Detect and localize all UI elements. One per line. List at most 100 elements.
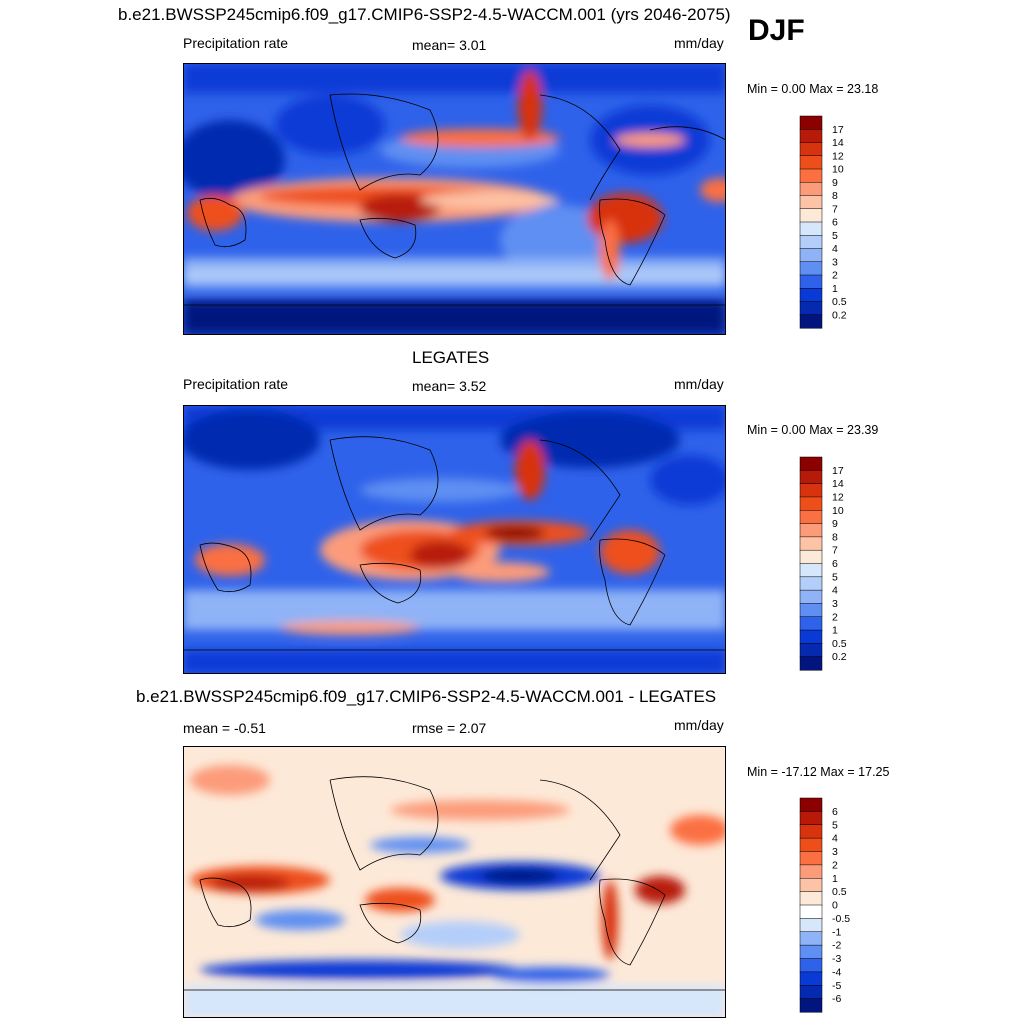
colorbar-swatch bbox=[799, 891, 823, 906]
colorbar-tick-label: -5 bbox=[832, 980, 841, 992]
colorbar-swatch bbox=[799, 536, 823, 551]
panel3-mean-label: mean = -0.51 bbox=[183, 720, 266, 736]
panel1-map bbox=[183, 63, 726, 335]
colorbar-swatch bbox=[799, 797, 823, 812]
colorbar-swatch bbox=[799, 616, 823, 631]
colorbar-tick-label: -2 bbox=[832, 940, 841, 952]
colorbar-tick-label: 6 bbox=[832, 558, 838, 570]
colorbar-tick-label: 4 bbox=[832, 243, 838, 255]
colorbar-swatch bbox=[799, 589, 823, 604]
colorbar-swatch bbox=[799, 301, 823, 316]
colorbar-swatch bbox=[799, 129, 823, 144]
colorbar-swatch bbox=[799, 142, 823, 157]
colorbar-swatch bbox=[799, 851, 823, 866]
colorbar-swatch bbox=[799, 811, 823, 826]
colorbar-swatch bbox=[799, 115, 823, 130]
colorbar-swatch bbox=[799, 824, 823, 839]
colorbar-tick-label: 17 bbox=[832, 465, 844, 477]
colorbar-swatch bbox=[799, 195, 823, 210]
colorbar-swatch bbox=[799, 931, 823, 946]
colorbar-tick-label: 1 bbox=[832, 283, 838, 295]
colorbar-swatch bbox=[799, 221, 823, 236]
colorbar-tick-label: 3 bbox=[832, 846, 838, 858]
colorbar-tick-label: 4 bbox=[832, 585, 838, 597]
colorbar-tick-label: 1 bbox=[832, 625, 838, 637]
colorbar-swatch bbox=[799, 510, 823, 525]
colorbar-swatch bbox=[799, 182, 823, 197]
colorbar-swatch bbox=[799, 168, 823, 183]
panel2-map bbox=[183, 405, 726, 674]
panel3-title: b.e21.BWSSP245cmip6.f09_g17.CMIP6-SSP2-4… bbox=[136, 687, 717, 706]
colorbar-swatch bbox=[799, 971, 823, 986]
colorbar-swatch bbox=[799, 656, 823, 671]
colorbar-tick-label: 5 bbox=[832, 819, 838, 831]
colorbar-tick-label: 8 bbox=[832, 531, 838, 543]
colorbar-tick-label: 12 bbox=[832, 491, 844, 503]
main-title: b.e21.BWSSP245cmip6.f09_g17.CMIP6-SSP2-4… bbox=[118, 5, 731, 24]
season-label: DJF bbox=[748, 14, 805, 47]
colorbar-tick-label: 0.2 bbox=[832, 651, 847, 663]
colorbar-swatch bbox=[799, 549, 823, 565]
panel2-minmax-label: Min = 0.00 Max = 23.39 bbox=[747, 423, 879, 437]
colorbar-tick-label: 0.5 bbox=[832, 638, 847, 650]
colorbar-tick-label: 12 bbox=[832, 150, 844, 162]
colorbar-tick-label: 0.5 bbox=[832, 296, 847, 308]
colorbar-swatch bbox=[799, 643, 823, 658]
colorbar-tick-label: -3 bbox=[832, 953, 841, 965]
colorbar-swatch bbox=[799, 208, 823, 223]
colorbar-tick-label: -4 bbox=[832, 966, 841, 978]
panel2-units-label: mm/day bbox=[674, 376, 724, 392]
colorbar-tick-label: -1 bbox=[832, 926, 841, 938]
colorbar-swatch bbox=[799, 563, 823, 578]
panel1-units-label: mm/day bbox=[674, 35, 724, 51]
colorbar-tick-label: 2 bbox=[832, 859, 838, 871]
colorbar-swatch bbox=[799, 314, 823, 329]
colorbar-tick-label: 14 bbox=[832, 137, 844, 149]
colorbar-swatch bbox=[799, 288, 823, 303]
colorbar-swatch bbox=[799, 998, 823, 1013]
colorbar-swatch bbox=[799, 470, 823, 485]
colorbar-swatch bbox=[799, 155, 823, 170]
colorbar-swatch bbox=[799, 985, 823, 1000]
colorbar-swatch bbox=[799, 904, 823, 919]
panel1-minmax-label: Min = 0.00 Max = 23.18 bbox=[747, 82, 879, 96]
colorbar-tick-label: 2 bbox=[832, 270, 838, 282]
panel3-units-label: mm/day bbox=[674, 717, 724, 733]
colorbar-tick-label: 3 bbox=[832, 256, 838, 268]
colorbar-tick-label: -0.5 bbox=[832, 913, 850, 925]
colorbar-swatch bbox=[799, 274, 823, 289]
colorbar-swatch bbox=[799, 878, 823, 893]
colorbar-tick-label: 2 bbox=[832, 611, 838, 623]
colorbar-tick-label: 7 bbox=[832, 545, 838, 557]
colorbar-tick-label: 1 bbox=[832, 873, 838, 885]
colorbar-swatch bbox=[799, 248, 823, 263]
panel2-left-label: Precipitation rate bbox=[183, 376, 289, 392]
colorbar-swatch bbox=[799, 483, 823, 498]
colorbar-swatch bbox=[799, 235, 823, 250]
colorbar-swatch bbox=[799, 629, 823, 644]
colorbar-tick-label: 3 bbox=[832, 598, 838, 610]
panel3-map bbox=[183, 746, 726, 1018]
colorbar-tick-label: 0.5 bbox=[832, 886, 847, 898]
colorbar-tick-label: 0.2 bbox=[832, 309, 847, 321]
colorbar-tick-label: 4 bbox=[832, 833, 838, 845]
colorbar-tick-label: 14 bbox=[832, 478, 844, 490]
colorbar-tick-label: 9 bbox=[832, 177, 838, 189]
colorbar-swatch bbox=[799, 603, 823, 618]
colorbar-tick-label: 5 bbox=[832, 230, 838, 242]
panel1-left-label: Precipitation rate bbox=[183, 35, 289, 51]
colorbar-swatch bbox=[799, 837, 823, 853]
colorbar-tick-label: 7 bbox=[832, 203, 838, 215]
colorbar-swatch bbox=[799, 944, 823, 960]
panel2-mean-label: mean= 3.52 bbox=[412, 378, 487, 394]
panel2-title: LEGATES bbox=[412, 348, 490, 367]
colorbar-tick-label: 10 bbox=[832, 164, 844, 176]
colorbar-swatch bbox=[799, 864, 823, 879]
colorbar-swatch bbox=[799, 261, 823, 276]
colorbar-swatch bbox=[799, 918, 823, 933]
colorbar-tick-label: 5 bbox=[832, 571, 838, 583]
colorbar-tick-label: 6 bbox=[832, 806, 838, 818]
